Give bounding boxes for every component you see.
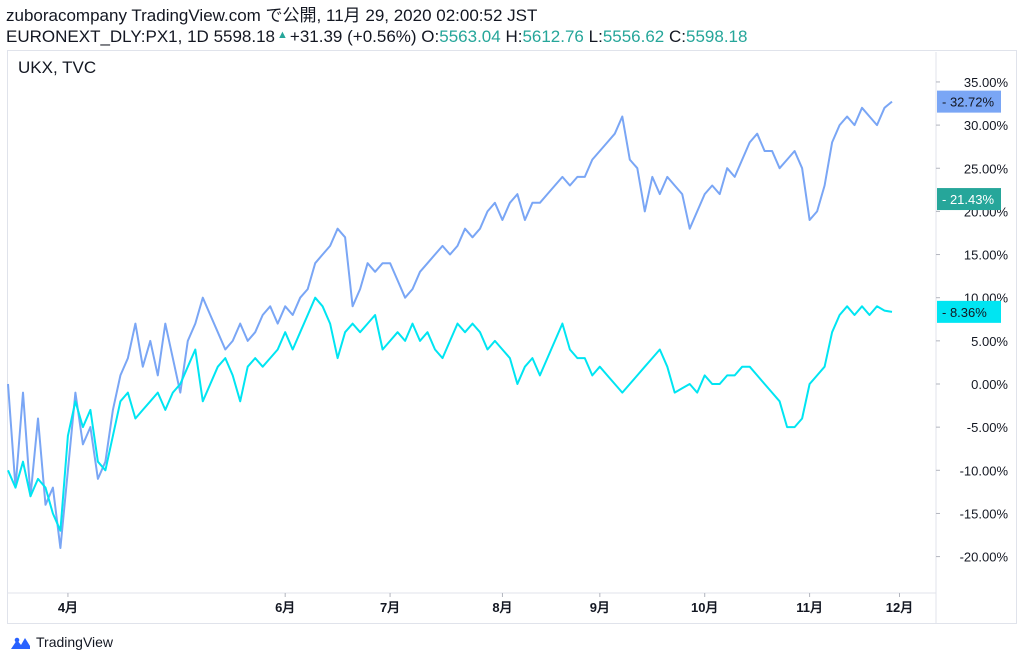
ohlc-legend: EURONEXT_DLY:PX1, 1D 5598.18 ▲ +31.39 (+0.… [6, 25, 747, 47]
y-tick-label: 0.00% [971, 377, 1008, 392]
y-tick-label: -10.00% [960, 463, 1009, 478]
price-change: +31.39 (+0.56%) [289, 27, 417, 46]
y-tick-label: -5.00% [967, 420, 1009, 435]
last-value-label: - 8.36% [942, 305, 987, 320]
low-label: L: [588, 27, 603, 46]
x-tick-label: 4月 [58, 600, 78, 615]
close-value: 5598.18 [686, 27, 748, 46]
chart-panel[interactable] [7, 50, 1017, 624]
x-tick-label: 7月 [380, 600, 400, 615]
y-tick-label: 35.00% [964, 75, 1009, 90]
series-line-2[interactable] [7, 296, 893, 532]
main-symbol: EURONEXT_DLY:PX1, 1D [6, 27, 209, 46]
last-value-label: - 21.43% [942, 192, 994, 207]
tradingview-logo[interactable]: TradingView [8, 634, 113, 650]
y-tick-label: -15.00% [960, 506, 1009, 521]
open-value: 5563.04 [439, 27, 501, 46]
last-value-badge-3: - 21.43% [937, 188, 1001, 211]
y-tick-label: 15.00% [964, 248, 1009, 263]
y-tick-label: 5.00% [971, 334, 1008, 349]
compare-symbol-label: UKX, TVC [18, 58, 97, 77]
high-label: H: [505, 27, 523, 46]
last-value-badge-bg [937, 90, 1001, 113]
x-tick-label: 12月 [886, 600, 913, 615]
x-tick-label: 6月 [275, 600, 295, 615]
last-value-label: - 32.72% [942, 95, 994, 110]
open-label: O: [421, 27, 440, 46]
last-value-badge-1: - 32.72% [937, 90, 1001, 113]
x-tick-label: 10月 [691, 600, 718, 615]
y-tick-label: 30.00% [964, 118, 1009, 133]
last-price: 5598.18 [213, 27, 276, 46]
brand-name: TradingView [36, 634, 114, 650]
y-tick-label: -20.00% [960, 550, 1009, 565]
close-label: C: [669, 27, 686, 46]
y-tick-label: 25.00% [964, 161, 1009, 176]
last-value-badge-2: - 8.36% [937, 300, 1001, 323]
x-tick-label: 11月 [796, 600, 823, 615]
series-line-1[interactable] [7, 100, 893, 549]
publish-info: zuboracompany TradingView.com で公開, 11月 2… [6, 6, 538, 25]
cloud-logo-icon [11, 637, 30, 649]
high-value: 5612.76 [522, 27, 584, 46]
low-value: 5556.62 [602, 27, 665, 46]
x-tick-label: 8月 [492, 600, 512, 615]
last-value-badge-bg [937, 300, 1001, 323]
up-arrow-icon: ▲ [277, 29, 288, 41]
last-value-badge-bg [937, 188, 1001, 211]
x-tick-label: 9月 [590, 600, 610, 615]
